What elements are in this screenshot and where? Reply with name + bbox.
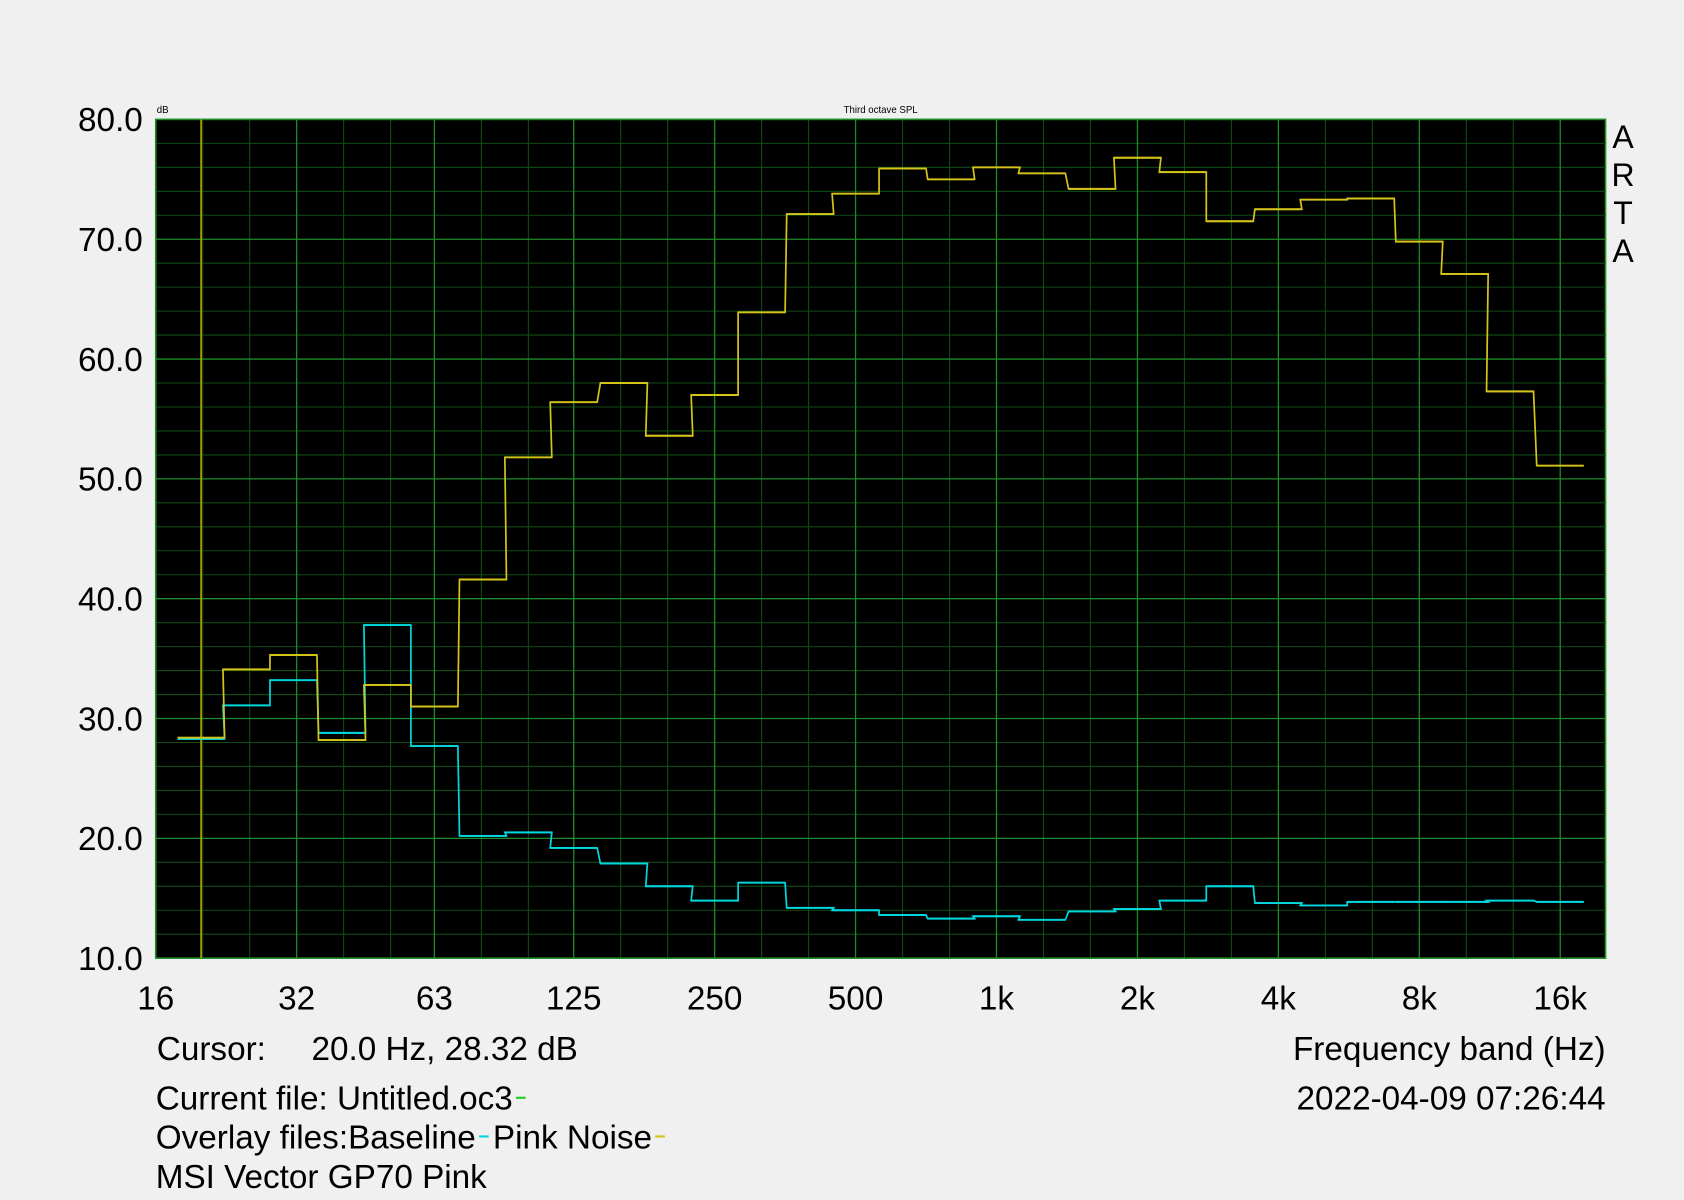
- y-tick-label: 60.0: [78, 342, 143, 379]
- y-tick-label: 30.0: [78, 701, 143, 738]
- x-tick-label: 16k: [1533, 981, 1587, 1018]
- x-tick-label: 250: [687, 981, 743, 1018]
- y-tick-label: 50.0: [78, 462, 143, 499]
- y-tick-label: 80.0: [78, 102, 143, 139]
- grid: [155, 118, 1606, 959]
- timestamp: 2022-04-09 07:26:44: [1297, 1081, 1606, 1118]
- y-tick-label: 20.0: [78, 821, 143, 858]
- x-tick-label: 63: [416, 981, 453, 1018]
- current-file: Current file: Untitled.oc3: [156, 1081, 513, 1118]
- x-tick-label: 4k: [1261, 981, 1297, 1018]
- watermark: ARTA: [1611, 119, 1635, 269]
- overlay-label: Overlay files:: [156, 1119, 348, 1156]
- legend-label: Pink Noise: [493, 1119, 652, 1156]
- x-tick-label: 2k: [1120, 981, 1156, 1018]
- cursor-readout: 20.0 Hz, 28.32 dB: [311, 1031, 577, 1068]
- plot-area: [154, 118, 1607, 959]
- series: [177, 156, 1584, 742]
- y-unit: dB: [157, 105, 169, 116]
- x-tick-label: 16: [137, 981, 174, 1018]
- y-tick-label: 10.0: [78, 941, 143, 978]
- x-axis-label: Frequency band (Hz): [1293, 1031, 1606, 1068]
- cursor-label: Cursor:: [157, 1031, 266, 1068]
- x-tick-label: 1k: [979, 981, 1015, 1018]
- y-tick-label: 70.0: [78, 222, 143, 259]
- x-tick-label: 500: [828, 981, 884, 1018]
- legend-label: Baseline: [348, 1119, 476, 1156]
- x-tick-label: 125: [546, 981, 602, 1018]
- series: [177, 624, 1584, 921]
- chart-title: Third octave SPL: [844, 105, 919, 116]
- x-tick-label: 8k: [1402, 981, 1438, 1018]
- note: MSI Vector GP70 Pink: [156, 1159, 487, 1196]
- x-tick-label: 32: [278, 981, 315, 1018]
- y-tick-label: 40.0: [78, 582, 143, 619]
